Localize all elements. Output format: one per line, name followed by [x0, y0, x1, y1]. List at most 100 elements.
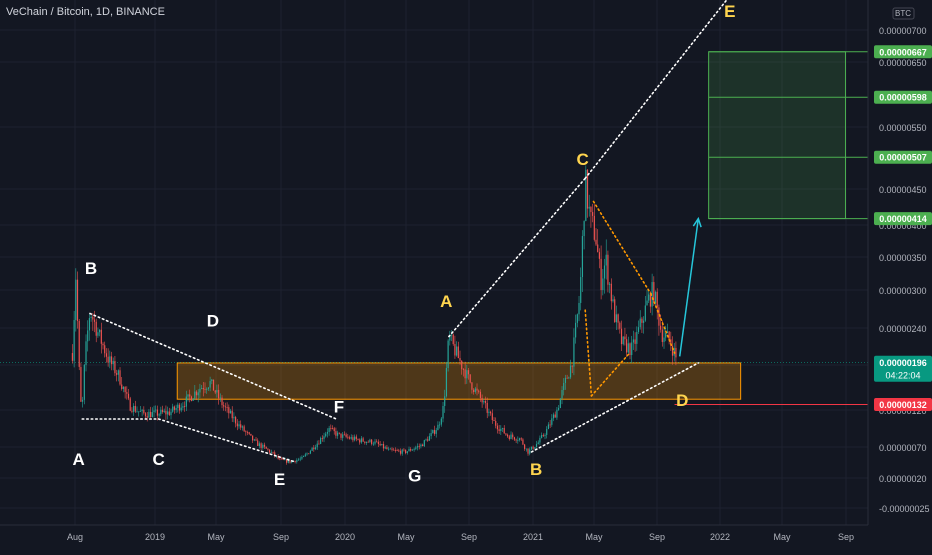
candle-body: [109, 356, 111, 363]
candle: [615, 305, 618, 330]
candle-body: [388, 448, 390, 450]
candle: [167, 406, 169, 420]
candle: [610, 278, 612, 310]
candle: [408, 446, 410, 452]
white-dotted-line: [584, 0, 728, 180]
candle: [331, 425, 334, 430]
candle: [267, 448, 269, 452]
candle: [644, 296, 646, 322]
candle: [357, 438, 359, 441]
candle: [559, 397, 561, 409]
candle: [595, 228, 597, 246]
orange-dotted-line: [592, 200, 652, 295]
candle: [639, 310, 641, 330]
candle: [439, 421, 441, 429]
candle-body: [554, 414, 556, 418]
candle-body: [592, 212, 594, 216]
candle-body: [462, 369, 465, 370]
candle: [309, 449, 312, 455]
candle-body: [246, 432, 249, 433]
candle: [510, 431, 512, 440]
candle: [493, 417, 495, 422]
x-tick-label: Sep: [838, 532, 854, 542]
candle: [588, 194, 590, 217]
x-tick-label: Sep: [273, 532, 289, 542]
candle: [187, 394, 189, 402]
candle: [323, 432, 325, 443]
candle-body: [546, 429, 548, 435]
candle-body: [343, 434, 346, 436]
candle: [483, 398, 485, 405]
y-tick-label: 0.00000020: [879, 474, 927, 484]
candle: [474, 386, 476, 394]
candle: [122, 385, 125, 393]
candle: [541, 432, 543, 439]
candle-body: [491, 413, 493, 421]
candle-body: [643, 320, 645, 323]
candle-body: [241, 426, 244, 428]
candle-body: [663, 337, 665, 342]
wave-label-e: E: [724, 2, 735, 21]
candle-body: [114, 360, 116, 374]
candle-body: [377, 441, 380, 445]
candle-body: [558, 408, 560, 410]
candle: [311, 447, 313, 451]
candle-body: [184, 406, 186, 407]
candle-body: [537, 442, 539, 445]
price-tag-value: 0.00000196: [879, 358, 927, 368]
candle-body: [359, 439, 361, 443]
candle-body: [609, 283, 611, 285]
candle-body: [267, 448, 269, 450]
candle: [505, 433, 507, 436]
candle-body: [620, 328, 623, 345]
candle-body: [513, 437, 516, 440]
candle: [209, 376, 211, 392]
candle: [306, 452, 308, 456]
x-tick-label: May: [585, 532, 603, 542]
candle-body: [235, 417, 237, 424]
candle-body: [216, 389, 218, 393]
candle-body: [214, 390, 216, 393]
candle: [221, 395, 223, 409]
candle: [168, 407, 170, 416]
candle: [636, 326, 638, 351]
candle-body: [311, 447, 313, 451]
price-tag-bg: [874, 45, 932, 59]
candle: [556, 406, 558, 420]
candle: [335, 427, 337, 439]
candle: [250, 433, 252, 437]
candle-body: [551, 418, 553, 425]
candle: [343, 431, 346, 436]
candle: [612, 294, 614, 303]
candle-body: [422, 444, 424, 447]
candle-body: [333, 428, 335, 432]
candle: [507, 433, 509, 438]
candle-body: [160, 409, 162, 415]
candle: [270, 449, 272, 454]
candle-body: [182, 406, 184, 408]
candle-body: [670, 339, 672, 346]
price-tag: 0.00000598: [874, 90, 932, 104]
candle-body: [90, 316, 92, 319]
candle: [184, 401, 186, 412]
candle: [202, 382, 204, 397]
candle: [320, 436, 322, 445]
candle-body: [221, 397, 223, 406]
candle: [235, 415, 237, 428]
candle: [569, 359, 572, 380]
candle: [675, 341, 677, 366]
candle-body: [401, 449, 403, 454]
candle: [627, 336, 629, 356]
candle-body: [150, 411, 152, 418]
white-dotted-line: [530, 362, 700, 453]
candle-body: [121, 384, 123, 389]
time-axis[interactable]: Aug 2019 May Sep 2020 May Sep 2021 May Sep 2022 May…: [0, 524, 868, 542]
candle-body: [335, 431, 337, 436]
candle: [466, 364, 468, 384]
candle-body: [289, 460, 291, 463]
candle-body: [168, 411, 170, 416]
candle-body: [484, 400, 487, 404]
candle: [350, 434, 352, 440]
candle-body: [364, 441, 366, 443]
candle-body: [403, 449, 405, 451]
